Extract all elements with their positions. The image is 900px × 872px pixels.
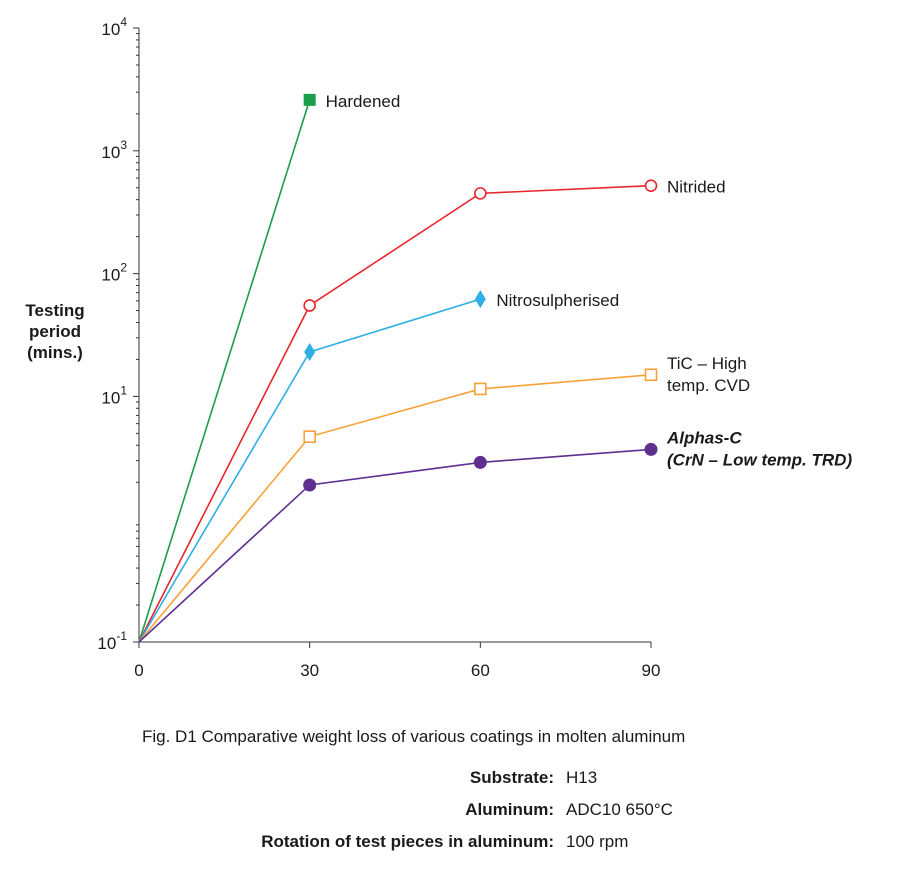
series-line [138, 373, 652, 643]
data-point-marker [644, 442, 658, 456]
data-point-marker [474, 187, 487, 200]
y-tick-label: 102 [101, 261, 127, 285]
y-axis-label-line: period [29, 322, 81, 341]
series-label: TiC – High temp. CVD [667, 354, 750, 395]
data-point-marker [644, 368, 658, 382]
y-tick-label: 101 [101, 383, 127, 407]
data-point-marker [304, 342, 316, 361]
x-tick-label: 60 [471, 661, 490, 680]
figure-caption: Fig. D1 Comparative weight loss of vario… [142, 727, 686, 746]
data-point-marker [303, 430, 316, 443]
y-axis-label-line: (mins.) [27, 343, 83, 362]
data-point-marker [303, 299, 316, 312]
series-label: Nitrided [667, 178, 726, 197]
test-conditions: Substrate: H13 Aluminum: ADC10 650°C Rot… [0, 766, 900, 862]
x-tick-label: 30 [300, 661, 319, 680]
x-tick-label: 90 [642, 661, 661, 680]
info-value: ADC10 650°C [566, 800, 673, 819]
series-line [138, 448, 652, 643]
data-point-marker [303, 478, 317, 492]
series-label: Hardened [326, 92, 401, 111]
info-key: Aluminum: [465, 800, 554, 819]
info-row-substrate: Substrate: H13 [0, 766, 900, 798]
series-line [138, 184, 652, 643]
info-value: H13 [566, 768, 598, 787]
data-point-marker [474, 382, 487, 396]
info-key: Rotation of test pieces in aluminum: [261, 832, 554, 851]
data-point-marker [473, 455, 487, 469]
data-point-marker [474, 290, 486, 309]
x-tick-label: 0 [134, 661, 143, 680]
y-tick-label: 10-1 [97, 629, 127, 653]
y-tick-label: 103 [101, 138, 127, 162]
series-label: Nitrosulpherised [496, 291, 619, 310]
info-row-aluminum: Aluminum: ADC10 650°C [0, 798, 900, 830]
y-axis-label: Testing period (mins.) [18, 300, 92, 363]
info-row-rotation: Rotation of test pieces in aluminum: 100… [0, 830, 900, 862]
data-point-marker [644, 179, 658, 192]
info-key: Substrate: [469, 768, 554, 787]
chart: 10-1 101 102 103 104 0 30 60 90 Hardened Nitrided N… [97, 15, 852, 680]
series-label: Alphas-C (CrN – Low temp. TRD) [666, 428, 852, 469]
y-axis-label-line: Testing [25, 301, 85, 320]
info-value: 100 rpm [566, 832, 629, 851]
series-line [138, 99, 311, 643]
y-tick-label: 104 [101, 15, 127, 39]
data-point-marker [303, 93, 316, 106]
